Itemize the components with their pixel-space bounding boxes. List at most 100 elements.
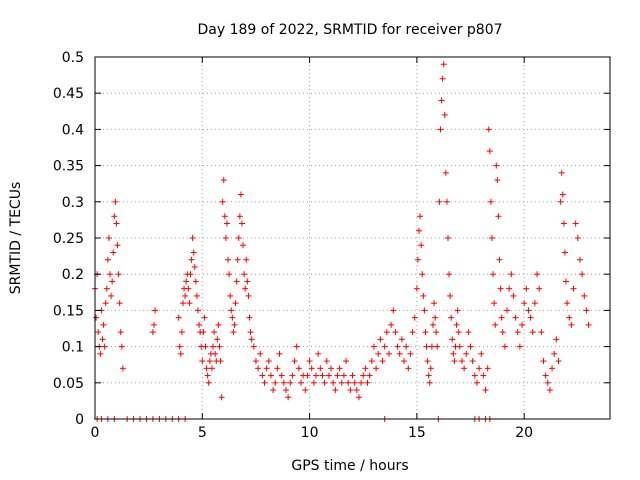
data-point: [204, 372, 211, 379]
data-point: [394, 343, 401, 350]
data-point: [227, 292, 234, 299]
data-point: [422, 329, 429, 336]
data-point: [559, 191, 566, 198]
data-point: [191, 263, 198, 270]
data-point: [103, 285, 110, 292]
data-point: [259, 372, 266, 379]
data-point: [334, 372, 341, 379]
data-point: [177, 350, 184, 357]
data-point: [370, 343, 377, 350]
data-point: [282, 387, 289, 394]
y-tick-label: 0.5: [62, 50, 84, 66]
data-point: [202, 343, 209, 350]
data-point: [178, 329, 185, 336]
data-point: [446, 271, 453, 278]
data-point: [321, 379, 328, 386]
data-point: [527, 314, 534, 321]
data-point: [107, 271, 114, 278]
data-point: [442, 169, 449, 176]
data-point: [304, 372, 311, 379]
data-point: [328, 365, 335, 372]
data-point: [243, 256, 250, 263]
x-tick-label: 20: [515, 425, 533, 441]
y-tick-label: 0.25: [53, 231, 84, 247]
data-point: [240, 242, 247, 249]
data-point: [409, 329, 416, 336]
data-point: [238, 220, 245, 227]
data-point: [495, 213, 502, 220]
data-point: [494, 177, 501, 184]
data-point: [490, 271, 497, 278]
data-point: [465, 329, 472, 336]
data-point: [358, 379, 365, 386]
data-point: [265, 358, 272, 365]
data-point: [230, 329, 237, 336]
data-point: [551, 350, 558, 357]
data-point: [416, 227, 423, 234]
data-point: [116, 300, 123, 307]
x-tick-label: 15: [408, 425, 426, 441]
data-point: [289, 372, 296, 379]
data-point: [488, 235, 495, 241]
data-point: [236, 213, 243, 220]
data-point: [117, 329, 124, 336]
data-point: [450, 350, 457, 357]
data-point: [362, 365, 369, 372]
data-point: [441, 111, 448, 118]
y-tick-label: 0.2: [62, 267, 84, 283]
data-point: [560, 220, 567, 227]
data-point: [419, 271, 426, 278]
data-point: [223, 220, 230, 227]
data-point: [368, 358, 375, 365]
data-point: [366, 372, 373, 379]
data-point: [448, 314, 455, 321]
data-point: [234, 256, 241, 263]
data-point: [523, 285, 530, 292]
data-point: [423, 343, 430, 350]
data-point: [263, 365, 270, 372]
data-point: [315, 350, 322, 357]
data-point: [226, 271, 233, 278]
data-point: [463, 350, 470, 357]
y-tick-label: 0.05: [53, 376, 84, 392]
data-point: [231, 321, 238, 328]
data-point: [102, 300, 109, 307]
data-point: [291, 358, 298, 365]
data-point: [583, 307, 590, 314]
data-point: [498, 314, 505, 321]
data-point: [192, 278, 199, 285]
data-point: [438, 97, 445, 104]
data-point: [285, 394, 292, 401]
data-point: [579, 271, 586, 278]
data-point: [233, 278, 240, 285]
data-point: [519, 321, 526, 328]
data-point: [424, 358, 431, 365]
data-point: [379, 358, 386, 365]
data-point: [566, 314, 573, 321]
data-point: [444, 235, 451, 241]
data-point: [388, 321, 395, 328]
y-tick-label: 0.35: [53, 159, 84, 175]
data-point: [229, 314, 236, 321]
data-point: [401, 358, 407, 365]
data-point: [241, 271, 248, 278]
data-point: [563, 278, 570, 285]
data-point: [105, 235, 112, 241]
data-point: [561, 249, 568, 256]
data-point: [433, 329, 440, 336]
data-point: [187, 271, 194, 278]
data-point: [203, 365, 210, 372]
data-point: [421, 307, 428, 314]
data-point: [222, 235, 229, 241]
data-point: [471, 372, 478, 379]
data-point: [210, 343, 217, 350]
data-point: [553, 336, 560, 343]
data-point: [458, 358, 465, 365]
data-point: [179, 300, 186, 307]
data-point: [525, 307, 532, 314]
data-point: [501, 343, 508, 350]
data-point: [414, 256, 421, 263]
data-point: [95, 329, 102, 336]
data-point: [447, 292, 454, 299]
data-point: [504, 307, 510, 314]
